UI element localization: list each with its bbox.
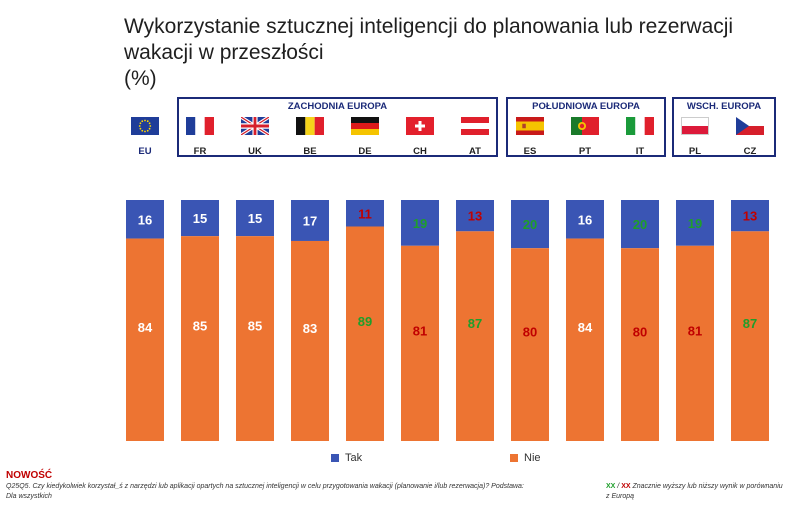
portugal-flag-icon bbox=[571, 117, 599, 135]
bar-tak-at bbox=[456, 200, 494, 232]
data-label-tak-pt: 16 bbox=[578, 212, 592, 227]
bar-nie-at bbox=[456, 231, 494, 441]
data-label-tak-uk: 15 bbox=[248, 211, 262, 226]
legend-item-nie: Nie bbox=[510, 452, 541, 464]
poland-flag-icon bbox=[681, 117, 709, 135]
uk-flag-icon bbox=[241, 117, 269, 135]
group-title-eastern: WSCH. EUROPA bbox=[686, 101, 762, 112]
question-text: Q25Q5. Czy kiedykolwiek korzystał_ś z na… bbox=[6, 483, 524, 500]
country-label-cz: CZ bbox=[743, 146, 757, 157]
bar-tak-uk bbox=[236, 200, 274, 237]
data-label-nie-es: 80 bbox=[523, 325, 537, 340]
data-label-tak-pl: 19 bbox=[688, 216, 702, 231]
chart-title: Wykorzystanie sztucznej inteligencji do … bbox=[124, 14, 764, 92]
note-lower-marker: XX bbox=[621, 483, 631, 490]
legend-swatch-nie bbox=[510, 454, 518, 462]
switzerland-flag-icon bbox=[406, 117, 434, 135]
new-badge: NOWOŚĆ bbox=[6, 470, 53, 481]
country-label-pl: PL bbox=[688, 146, 702, 157]
bar-nie-cz bbox=[731, 231, 769, 441]
group-title-southern: POŁUDNIOWA EUROPA bbox=[532, 101, 640, 112]
austria-flag-icon bbox=[461, 117, 489, 135]
czechia-flag-icon bbox=[736, 117, 764, 135]
data-label-nie-eu: 84 bbox=[138, 320, 153, 335]
bar-nie-be bbox=[291, 240, 329, 441]
bar-tak-be bbox=[291, 200, 329, 241]
bar-nie-es bbox=[511, 248, 549, 441]
data-label-nie-fr: 85 bbox=[193, 319, 207, 334]
bar-nie-fr bbox=[181, 236, 219, 441]
data-label-nie-uk: 85 bbox=[248, 319, 262, 334]
legend-item-tak: Tak bbox=[331, 452, 362, 464]
bar-tak-pt bbox=[566, 200, 604, 239]
data-label-nie-cz: 87 bbox=[743, 316, 757, 331]
bar-nie-it bbox=[621, 248, 659, 441]
title-line-1: Wykorzystanie sztucznej inteligencji do … bbox=[124, 15, 734, 38]
note-higher-marker: XX bbox=[606, 483, 616, 490]
bar-tak-eu bbox=[126, 200, 164, 239]
bar-tak-fr bbox=[181, 200, 219, 237]
title-unit: (%) bbox=[124, 67, 157, 90]
country-label-at: AT bbox=[469, 146, 481, 157]
data-label-tak-be: 17 bbox=[303, 213, 317, 228]
data-label-tak-eu: 16 bbox=[138, 212, 152, 227]
country-label-es: ES bbox=[523, 146, 537, 157]
data-label-tak-es: 20 bbox=[523, 217, 537, 232]
data-label-nie-pl: 81 bbox=[688, 323, 702, 338]
data-label-tak-at: 13 bbox=[468, 209, 482, 224]
country-label-eu: EU bbox=[138, 146, 152, 157]
note-text: Znacznie wyższy lub niższy wynik w porów… bbox=[606, 483, 783, 500]
group-box-western: ZACHODNIA EUROPA bbox=[177, 97, 498, 157]
data-label-nie-it: 80 bbox=[633, 325, 647, 340]
legend-label-tak: Tak bbox=[345, 452, 363, 464]
bar-nie-ch bbox=[401, 245, 439, 441]
data-label-nie-at: 87 bbox=[468, 316, 482, 331]
bar-nie-uk bbox=[236, 236, 274, 441]
belgium-flag-icon bbox=[296, 117, 324, 135]
spain-flag-icon bbox=[516, 117, 544, 135]
data-label-nie-ch: 81 bbox=[413, 323, 427, 338]
bar-tak-it bbox=[621, 200, 659, 249]
legend-label-nie: Nie bbox=[524, 452, 541, 464]
significance-note: XX / XX Znacznie wyższy lub niższy wynik… bbox=[606, 482, 786, 502]
bar-tak-cz bbox=[731, 200, 769, 232]
bar-tak-pl bbox=[676, 200, 714, 246]
bar-tak-es bbox=[511, 200, 549, 249]
country-label-uk: UK bbox=[248, 146, 262, 157]
note-separator: / bbox=[615, 483, 622, 490]
italy-flag-icon bbox=[626, 117, 654, 135]
bar-tak-de bbox=[346, 200, 384, 227]
bar-nie-pl bbox=[676, 245, 714, 441]
group-box-southern: POŁUDNIOWA EUROPA bbox=[506, 97, 666, 157]
data-label-nie-be: 83 bbox=[303, 321, 317, 336]
footer-question: NOWOŚĆ Q25Q5. Czy kiedykolwiek korzystał… bbox=[6, 470, 526, 502]
country-label-it: IT bbox=[635, 146, 645, 157]
group-title-western: ZACHODNIA EUROPA bbox=[287, 101, 388, 112]
germany-flag-icon bbox=[351, 117, 379, 135]
group-box-eastern: WSCH. EUROPA bbox=[672, 97, 776, 157]
data-label-tak-ch: 19 bbox=[413, 216, 427, 231]
data-label-tak-fr: 15 bbox=[193, 211, 207, 226]
country-label-ch: CH bbox=[413, 146, 427, 157]
legend-swatch-tak bbox=[331, 454, 339, 462]
data-label-tak-cz: 13 bbox=[743, 209, 757, 224]
eu-flag-icon bbox=[131, 117, 159, 135]
title-line-2: wakacji w przeszłości bbox=[124, 41, 324, 64]
country-label-de: DE bbox=[358, 146, 372, 157]
bar-nie-de bbox=[346, 226, 384, 441]
data-label-tak-de: 11 bbox=[358, 206, 372, 221]
bar-nie-eu bbox=[126, 238, 164, 441]
data-label-nie-de: 89 bbox=[358, 314, 372, 329]
data-label-nie-pt: 84 bbox=[578, 320, 593, 335]
bar-nie-pt bbox=[566, 238, 604, 441]
country-label-pt: PT bbox=[578, 146, 592, 157]
data-label-tak-it: 20 bbox=[633, 217, 647, 232]
france-flag-icon bbox=[186, 117, 214, 135]
country-label-be: BE bbox=[303, 146, 317, 157]
country-label-fr: FR bbox=[193, 146, 207, 157]
bar-tak-ch bbox=[401, 200, 439, 246]
